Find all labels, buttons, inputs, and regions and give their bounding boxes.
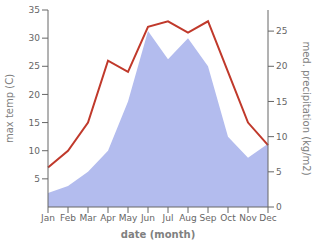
svg-text:Feb: Feb: [60, 213, 76, 223]
svg-text:Jun: Jun: [140, 213, 155, 223]
svg-text:5: 5: [276, 167, 282, 177]
svg-text:Dec: Dec: [259, 213, 276, 223]
svg-text:10: 10: [276, 132, 288, 142]
svg-text:max temp (C): max temp (C): [8, 74, 15, 143]
svg-text:date (month): date (month): [121, 229, 195, 240]
svg-text:35: 35: [29, 5, 40, 15]
svg-text:15: 15: [29, 118, 40, 128]
svg-text:May: May: [119, 213, 138, 223]
svg-text:10: 10: [29, 146, 41, 156]
svg-text:Apr: Apr: [100, 213, 116, 223]
svg-text:med. precipitation (kg/m2): med. precipitation (kg/m2): [301, 41, 310, 175]
svg-text:Jul: Jul: [162, 213, 174, 223]
svg-text:25: 25: [276, 26, 287, 36]
svg-text:25: 25: [29, 61, 40, 71]
svg-text:Sep: Sep: [200, 213, 217, 223]
svg-text:30: 30: [29, 33, 41, 43]
svg-text:5: 5: [34, 174, 40, 184]
svg-text:20: 20: [276, 61, 288, 71]
svg-text:Oct: Oct: [220, 213, 236, 223]
svg-text:Jan: Jan: [40, 213, 55, 223]
svg-text:Nov: Nov: [239, 213, 257, 223]
svg-text:15: 15: [276, 97, 287, 107]
svg-text:0: 0: [276, 202, 282, 212]
svg-text:Mar: Mar: [80, 213, 97, 223]
svg-text:Aug: Aug: [179, 213, 197, 223]
svg-text:20: 20: [29, 90, 41, 100]
